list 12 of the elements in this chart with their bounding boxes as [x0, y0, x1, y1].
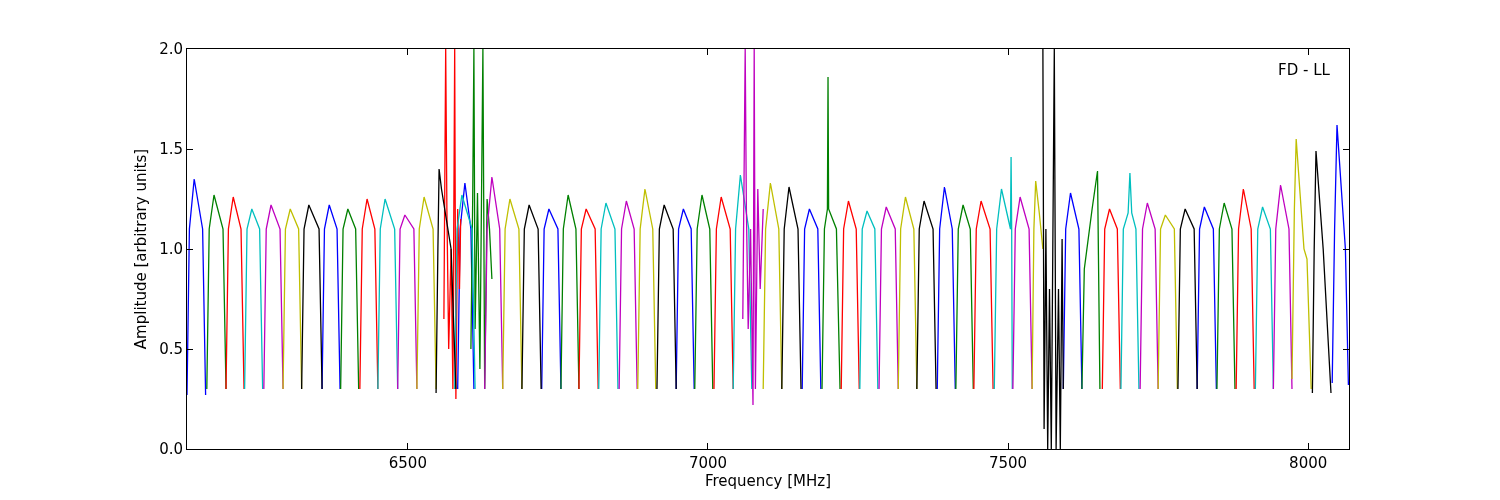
x-tick-label: 7000	[688, 454, 728, 472]
y-axis-title: Amplitude [arbitrary units]	[132, 148, 151, 350]
y-tick-label: 1.5	[159, 140, 183, 159]
y-tick-label: 0.5	[159, 340, 183, 359]
x-tick-label: 8000	[1289, 454, 1328, 472]
x-tick-label: 6500	[388, 454, 427, 472]
y-tick-label: 2.0	[159, 40, 183, 59]
y-tick-label: 0.0	[159, 440, 183, 459]
x-axis-title: Frequency [MHz]	[704, 472, 832, 490]
x-tick-label: 7500	[988, 454, 1028, 472]
annotation: FD - LL	[1278, 61, 1331, 79]
y-tick-label: 1.0	[159, 240, 183, 259]
